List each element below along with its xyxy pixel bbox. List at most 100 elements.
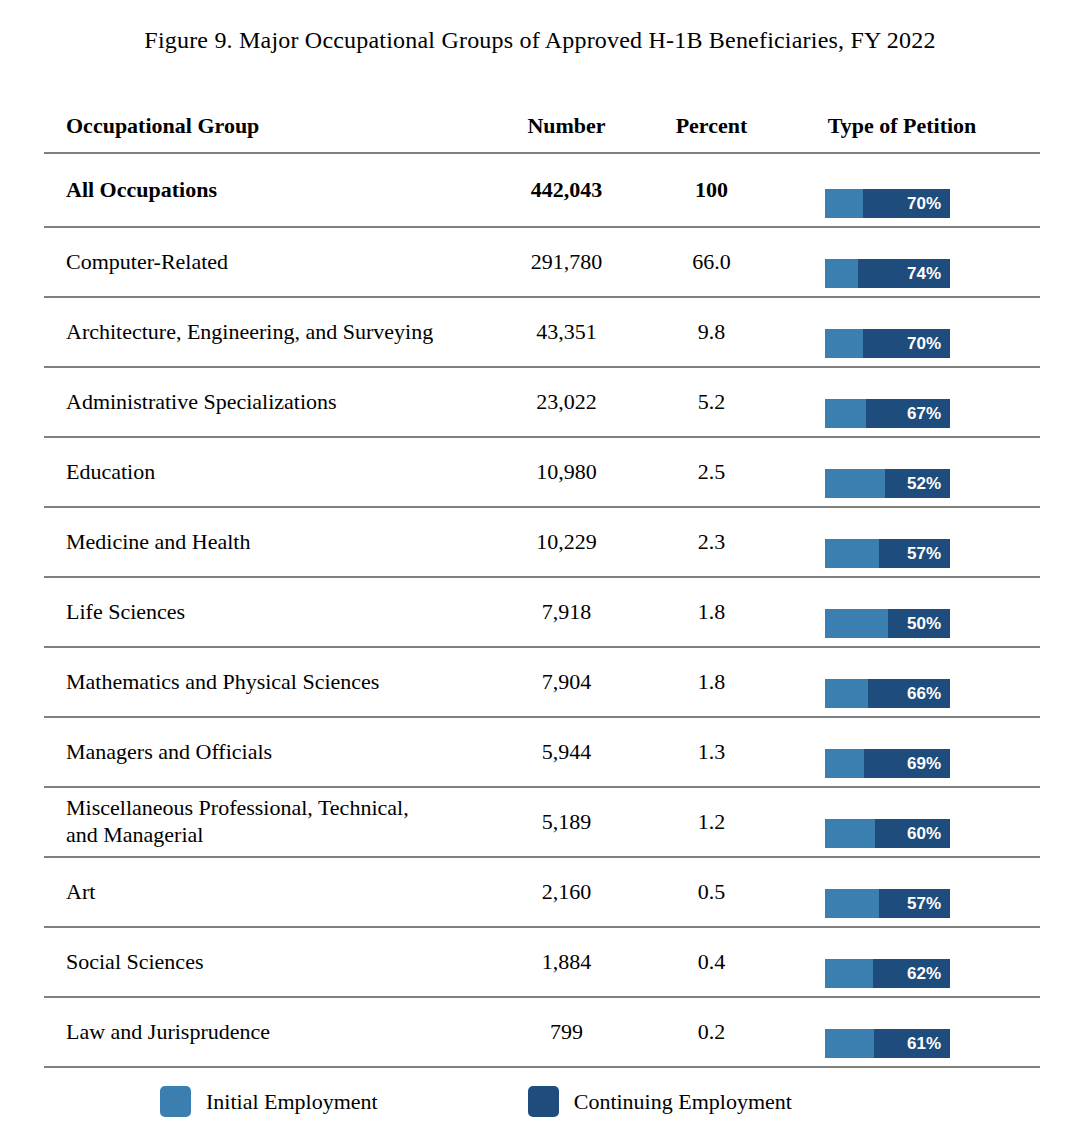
number-cell: 10,980 (474, 459, 659, 485)
number-cell: 291,780 (474, 249, 659, 275)
bar-continuing-segment: 66% (868, 679, 951, 708)
bar-initial-segment (825, 1029, 874, 1058)
group-cell: Computer-Related (44, 243, 474, 282)
table-row: Education 10,980 2.5 52% (44, 438, 1040, 508)
number-cell: 5,944 (474, 739, 659, 765)
petition-bar-cell: 67% (764, 368, 1040, 436)
bar-continuing-segment: 60% (875, 819, 950, 848)
percent-cell: 2.5 (659, 459, 764, 485)
bar-initial-segment (825, 329, 863, 358)
figure-page: Figure 9. Major Occupational Groups of A… (0, 0, 1080, 1145)
bar-continuing-label: 57% (907, 894, 941, 914)
bar-continuing-segment: 67% (866, 399, 950, 428)
petition-stacked-bar: 69% (825, 749, 950, 778)
petition-bar-cell: 74% (764, 228, 1040, 296)
bar-continuing-segment: 70% (863, 189, 951, 218)
number-cell: 5,189 (474, 809, 659, 835)
group-cell: All Occupations (44, 171, 474, 210)
header-occupational-group: Occupational Group (44, 107, 474, 146)
group-cell: Medicine and Health (44, 523, 474, 562)
number-cell: 1,884 (474, 949, 659, 975)
group-cell: Architecture, Engineering, and Surveying (44, 313, 474, 352)
table-row: All Occupations 442,043 100 70% (44, 154, 1040, 228)
petition-bar-cell: 62% (764, 928, 1040, 996)
bar-initial-segment (825, 259, 858, 288)
petition-bar-cell: 57% (764, 508, 1040, 576)
petition-stacked-bar: 60% (825, 819, 950, 848)
petition-stacked-bar: 67% (825, 399, 950, 428)
header-number: Number (474, 113, 659, 139)
petition-bar-cell: 50% (764, 578, 1040, 646)
petition-stacked-bar: 57% (825, 539, 950, 568)
petition-stacked-bar: 50% (825, 609, 950, 638)
header-percent: Percent (659, 113, 764, 139)
bar-initial-segment (825, 189, 863, 218)
bar-continuing-segment: 74% (858, 259, 951, 288)
header-type-of-petition: Type of Petition (764, 113, 1040, 139)
legend-item-continuing: Continuing Employment (528, 1086, 792, 1117)
percent-cell: 0.4 (659, 949, 764, 975)
table-row: Law and Jurisprudence 799 0.2 61% (44, 998, 1040, 1068)
bar-initial-segment (825, 469, 885, 498)
number-cell: 7,918 (474, 599, 659, 625)
bar-continuing-label: 60% (907, 824, 941, 844)
bar-continuing-label: 69% (907, 754, 941, 774)
petition-bar-cell: 69% (764, 718, 1040, 786)
bar-continuing-label: 57% (907, 544, 941, 564)
bar-continuing-label: 66% (907, 684, 941, 704)
bar-continuing-label: 74% (907, 264, 941, 284)
percent-cell: 1.8 (659, 669, 764, 695)
percent-cell: 1.2 (659, 809, 764, 835)
table-header-row: Occupational Group Number Percent Type o… (44, 100, 1040, 154)
legend-label-continuing: Continuing Employment (574, 1089, 792, 1115)
bar-initial-segment (825, 749, 864, 778)
bar-continuing-label: 70% (907, 334, 941, 354)
table-row: Social Sciences 1,884 0.4 62% (44, 928, 1040, 998)
group-cell: Law and Jurisprudence (44, 1013, 474, 1052)
table-body: All Occupations 442,043 100 70% Computer… (44, 154, 1040, 1068)
group-cell: Mathematics and Physical Sciences (44, 663, 474, 702)
table-row: Life Sciences 7,918 1.8 50% (44, 578, 1040, 648)
legend: Initial Employment Continuing Employment (160, 1086, 792, 1117)
bar-continuing-segment: 52% (885, 469, 950, 498)
percent-cell: 0.2 (659, 1019, 764, 1045)
petition-stacked-bar: 70% (825, 189, 950, 218)
petition-stacked-bar: 62% (825, 959, 950, 988)
percent-cell: 5.2 (659, 389, 764, 415)
number-cell: 10,229 (474, 529, 659, 555)
occupational-groups-table: Occupational Group Number Percent Type o… (44, 100, 1040, 1068)
petition-stacked-bar: 70% (825, 329, 950, 358)
petition-bar-cell: 66% (764, 648, 1040, 716)
group-cell: Miscellaneous Professional, Technical, a… (44, 789, 474, 855)
petition-bar-cell: 61% (764, 998, 1040, 1066)
number-cell: 43,351 (474, 319, 659, 345)
number-cell: 2,160 (474, 879, 659, 905)
petition-stacked-bar: 57% (825, 889, 950, 918)
table-row: Architecture, Engineering, and Surveying… (44, 298, 1040, 368)
bar-continuing-segment: 61% (874, 1029, 950, 1058)
number-cell: 799 (474, 1019, 659, 1045)
bar-continuing-label: 61% (907, 1034, 941, 1054)
percent-cell: 100 (659, 177, 764, 203)
percent-cell: 2.3 (659, 529, 764, 555)
legend-label-initial: Initial Employment (206, 1089, 378, 1115)
figure-title: Figure 9. Major Occupational Groups of A… (0, 0, 1080, 54)
bar-continuing-label: 70% (907, 194, 941, 214)
bar-initial-segment (825, 819, 875, 848)
petition-stacked-bar: 66% (825, 679, 950, 708)
petition-bar-cell: 52% (764, 438, 1040, 506)
bar-continuing-label: 52% (907, 474, 941, 494)
continuing-employment-swatch-icon (528, 1086, 559, 1117)
bar-continuing-segment: 50% (888, 609, 951, 638)
petition-bar-cell: 60% (764, 788, 1040, 856)
percent-cell: 1.8 (659, 599, 764, 625)
legend-item-initial: Initial Employment (160, 1086, 378, 1117)
bar-initial-segment (825, 959, 873, 988)
petition-stacked-bar: 52% (825, 469, 950, 498)
number-cell: 442,043 (474, 177, 659, 203)
group-cell: Art (44, 873, 474, 912)
table-row: Miscellaneous Professional, Technical, a… (44, 788, 1040, 858)
percent-cell: 66.0 (659, 249, 764, 275)
petition-bar-cell: 70% (764, 298, 1040, 366)
bar-initial-segment (825, 679, 868, 708)
